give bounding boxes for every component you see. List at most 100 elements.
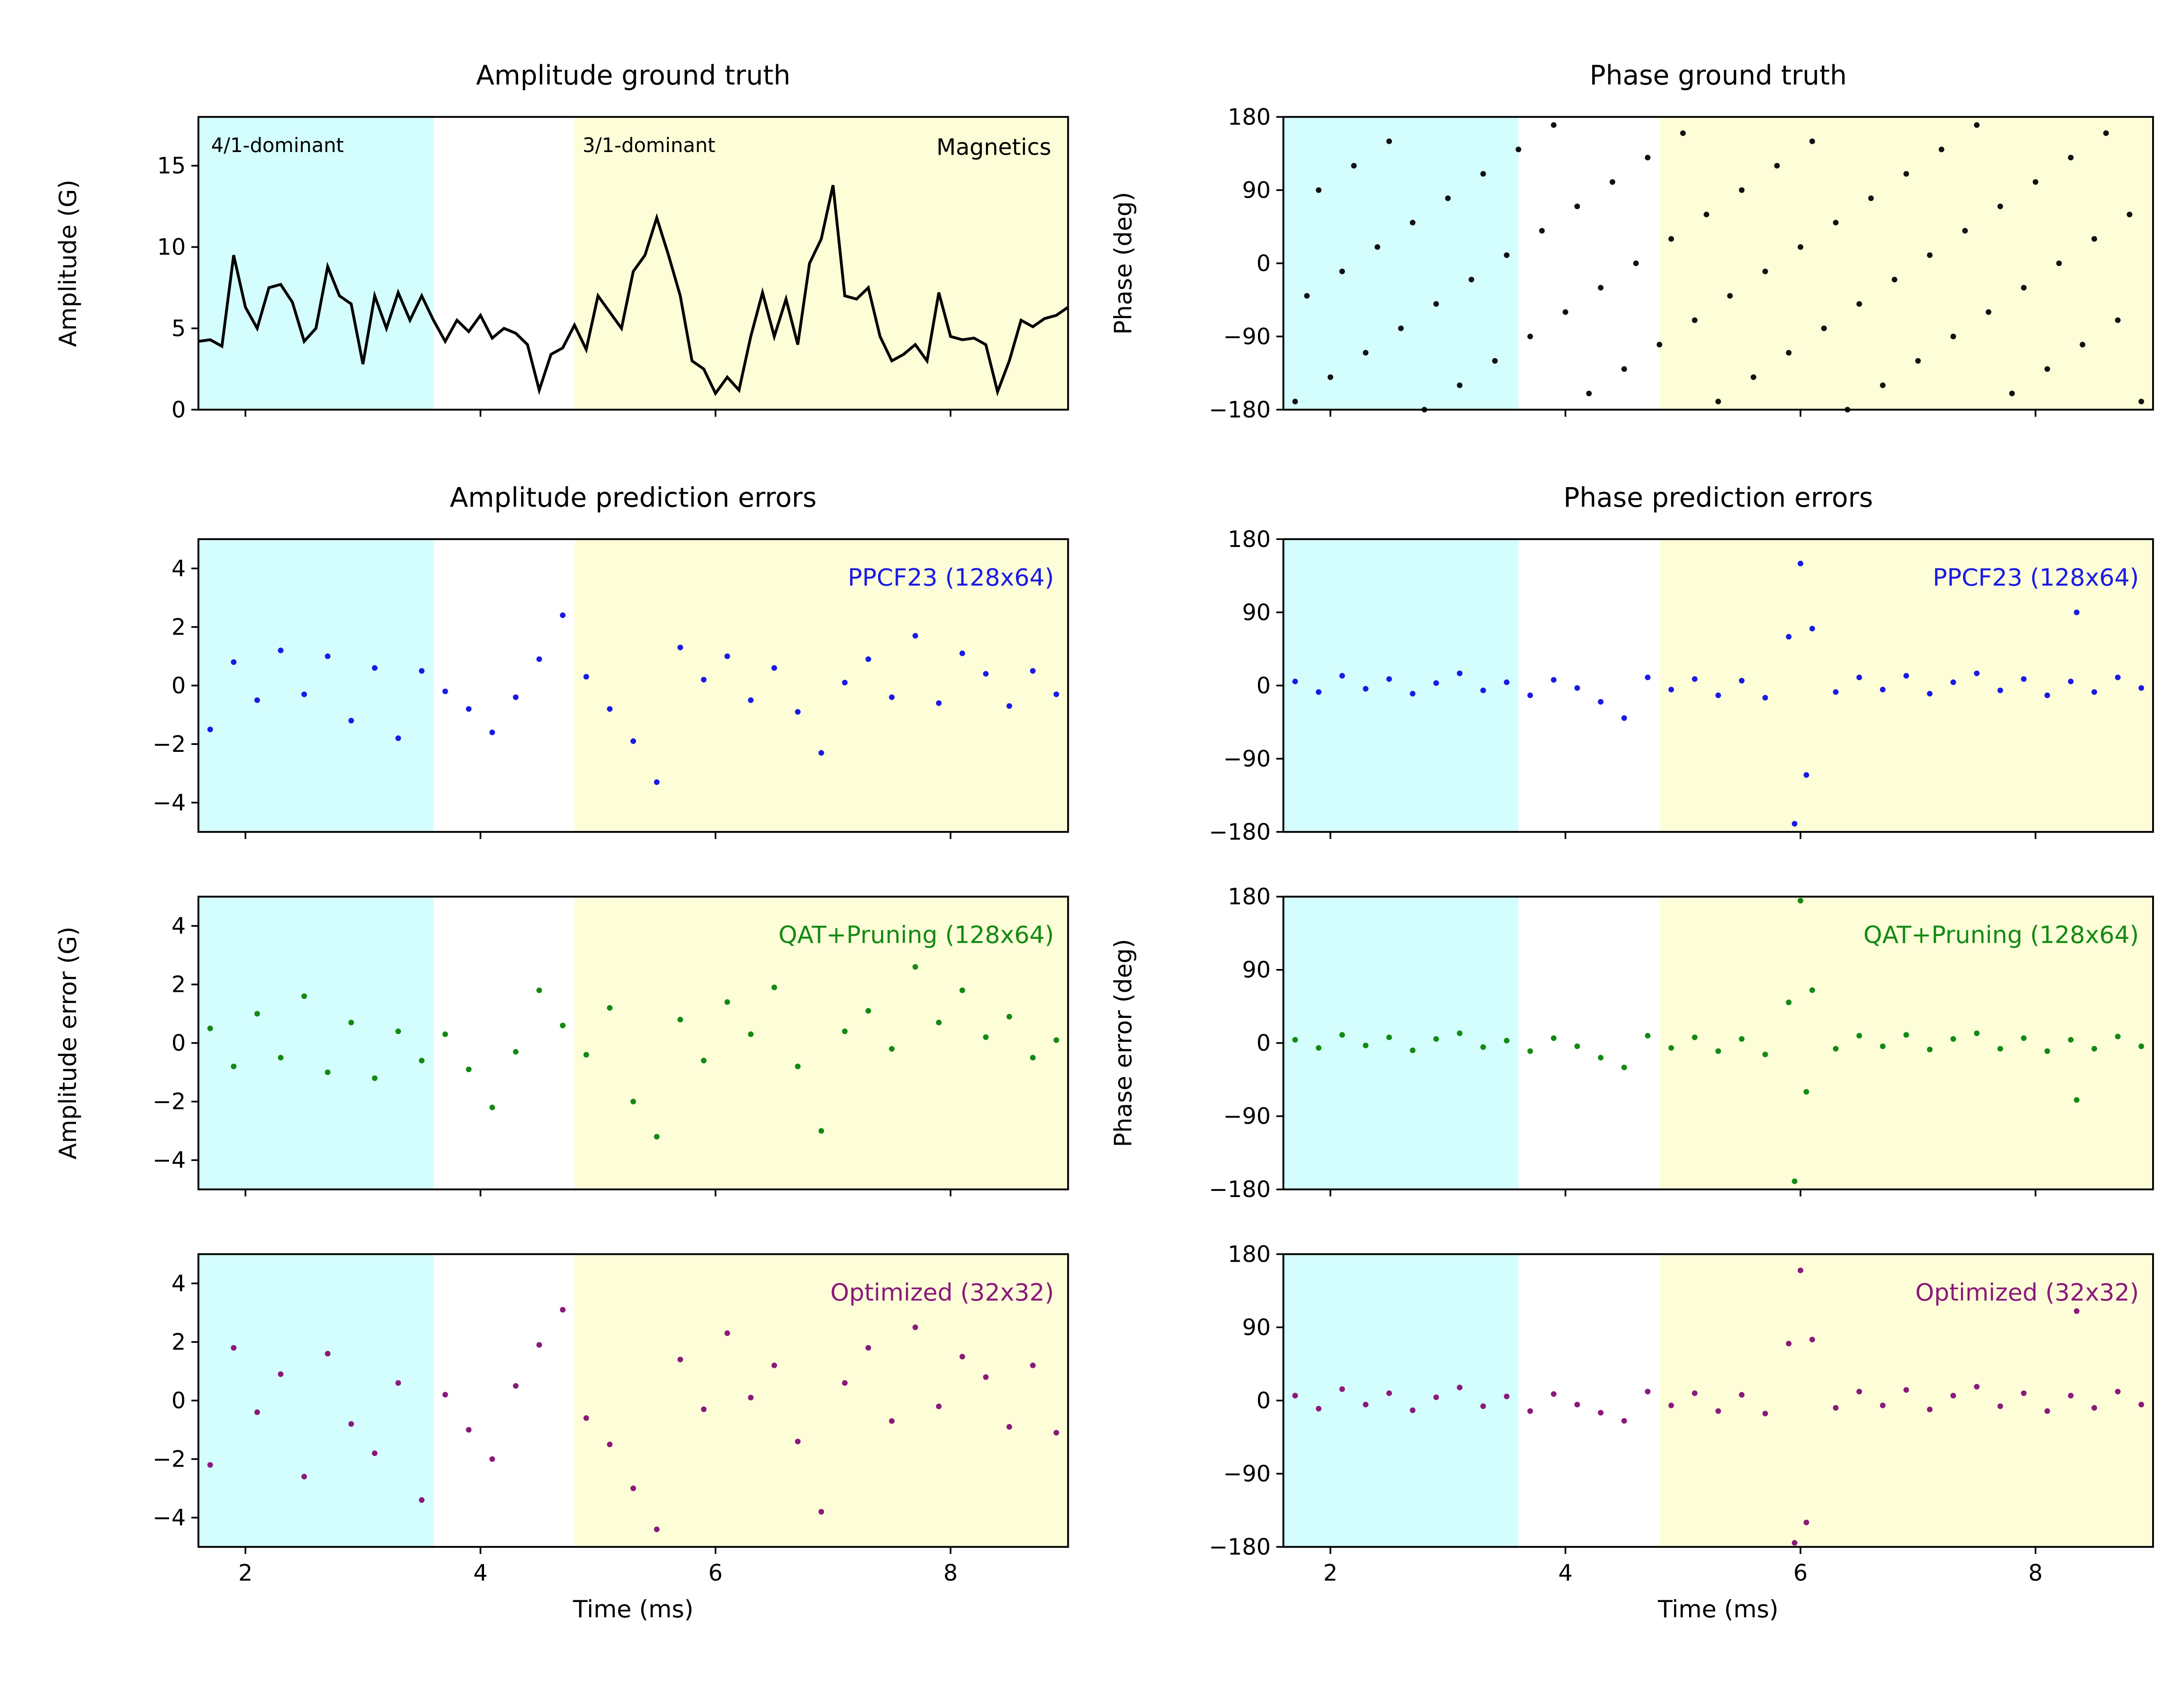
data-point: [1927, 691, 1933, 697]
data-point: [1363, 1042, 1368, 1048]
data-point: [1880, 1043, 1886, 1049]
data-point: [983, 671, 989, 677]
data-point: [1410, 1407, 1416, 1413]
data-point: [325, 1069, 331, 1075]
data-point: [442, 1031, 448, 1037]
data-point: [489, 1456, 495, 1462]
data-point: [1903, 1032, 1909, 1038]
data-point: [1821, 325, 1827, 332]
data-point: [1786, 1341, 1792, 1346]
data-point: [1762, 268, 1768, 274]
data-point: [1668, 687, 1674, 692]
data-point: [677, 1017, 683, 1023]
data-point: [1645, 1388, 1651, 1394]
data-point: [818, 750, 824, 756]
data-point: [1704, 211, 1710, 218]
data-point: [654, 779, 660, 785]
model-label: PPCF23 (128x64): [1933, 563, 2139, 591]
data-point: [1950, 333, 1956, 339]
data-point: [912, 964, 918, 970]
data-point: [1586, 391, 1592, 396]
y-axis-label: Phase (deg): [1109, 192, 1137, 335]
data-point: [959, 651, 965, 656]
data-point: [254, 697, 260, 703]
data-point: [1797, 898, 1804, 904]
data-point: [1997, 1403, 2003, 1409]
data-point: [583, 1052, 589, 1058]
data-point: [278, 1055, 284, 1061]
data-point: [912, 633, 918, 639]
data-point: [889, 694, 895, 700]
panel-title: Amplitude prediction errors: [450, 482, 817, 513]
data-point: [1939, 146, 1945, 152]
data-point: [1598, 1055, 1604, 1061]
y-tick-label: 0: [171, 397, 186, 423]
data-point: [842, 1028, 848, 1035]
data-point: [1527, 1048, 1533, 1054]
data-point: [2068, 678, 2074, 685]
region-span: [198, 117, 434, 410]
data-point: [1803, 1089, 1809, 1095]
data-point: [207, 1025, 213, 1031]
data-point: [1715, 692, 1721, 698]
y-tick-label: 10: [157, 234, 186, 260]
data-point: [1792, 1540, 1797, 1546]
data-point: [1645, 155, 1651, 161]
data-point: [1786, 999, 1792, 1005]
data-point: [1950, 679, 1956, 685]
data-point: [1327, 374, 1334, 380]
data-point: [1786, 634, 1792, 640]
data-point: [677, 1356, 683, 1363]
data-point: [301, 691, 307, 697]
y-axis-label: Amplitude error (G): [54, 927, 82, 1159]
y-tick-label: 90: [1242, 957, 1271, 983]
y-tick-label: 2: [171, 614, 186, 640]
data-point: [1386, 676, 1392, 682]
data-point: [325, 653, 331, 659]
data-point: [1292, 1037, 1298, 1043]
data-point: [1739, 678, 1745, 684]
x-tick-label: 6: [708, 1560, 723, 1586]
data-point: [1715, 1048, 1721, 1054]
data-point: [630, 1485, 636, 1491]
region-span: [198, 1254, 434, 1547]
data-point: [1053, 1430, 1059, 1436]
data-point: [983, 1374, 989, 1380]
data-point: [1457, 670, 1463, 676]
data-point: [419, 1058, 425, 1064]
region-span: [198, 896, 434, 1190]
y-tick-label: −180: [1209, 397, 1271, 423]
y-tick-label: 2: [171, 972, 186, 998]
data-point: [1880, 1402, 1886, 1408]
data-point: [1692, 317, 1698, 323]
data-point: [231, 1063, 237, 1069]
data-point: [1656, 342, 1662, 348]
data-point: [1803, 1519, 1809, 1526]
data-point: [677, 644, 683, 651]
data-point: [2044, 1408, 2050, 1414]
data-point: [301, 1474, 307, 1480]
data-point: [207, 1462, 213, 1468]
region-span: [1283, 539, 1519, 832]
x-tick-label: 8: [943, 1560, 958, 1586]
data-point: [2021, 1035, 2027, 1041]
data-point: [560, 612, 566, 618]
data-point: [1692, 1035, 1698, 1040]
data-point: [1492, 358, 1498, 364]
data-point: [372, 1075, 378, 1081]
data-point: [1363, 1401, 1368, 1408]
y-tick-label: −90: [1223, 1104, 1271, 1130]
model-label: PPCF23 (128x64): [848, 563, 1054, 591]
y-tick-label: 180: [1228, 884, 1271, 910]
region-span: [1283, 896, 1519, 1190]
data-point: [1833, 220, 1839, 226]
data-point: [1927, 1046, 1933, 1052]
data-point: [842, 680, 848, 685]
data-point: [1339, 1386, 1345, 1392]
data-point: [1610, 179, 1615, 185]
y-tick-label: −90: [1223, 746, 1271, 772]
model-label: QAT+Pruning (128x64): [778, 921, 1054, 949]
data-point: [1856, 675, 1862, 681]
